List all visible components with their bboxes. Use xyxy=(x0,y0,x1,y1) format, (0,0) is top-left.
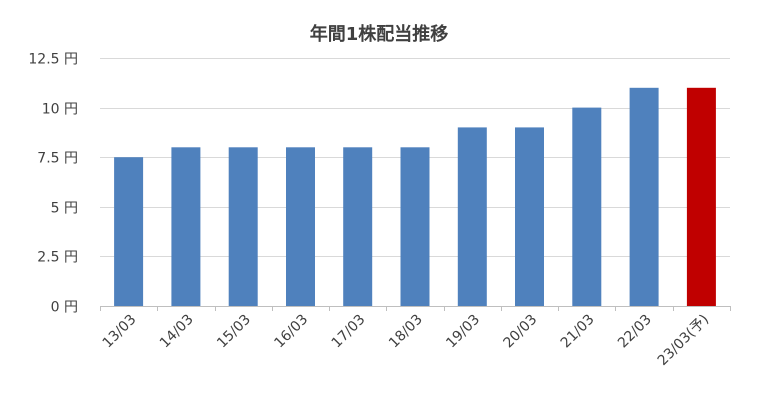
y-tick-label: 12.5 円 xyxy=(28,52,78,68)
bars xyxy=(114,87,716,307)
bar-19/03 xyxy=(457,127,487,307)
x-tick-label: 20/03 xyxy=(501,312,541,352)
y-axis-ticks: 0 円 2.5 円 5 円 7.5 円 10 円 12.5 円 xyxy=(28,52,78,316)
bar-16/03 xyxy=(286,147,315,306)
x-tick-label: 21/03 xyxy=(558,312,598,352)
chart-title: 年間1株配当推移 xyxy=(310,23,449,45)
bar-22/03 xyxy=(629,87,659,306)
bar-17/03 xyxy=(343,147,373,306)
bar-21/03 xyxy=(572,107,602,306)
x-tick-label: 17/03 xyxy=(329,312,369,352)
bar-20/03 xyxy=(515,127,544,307)
x-tick-label: 23/03(予) xyxy=(655,312,712,369)
x-tick-label: 14/03 xyxy=(157,312,197,352)
bar-13/03 xyxy=(114,157,144,306)
bar-15/03 xyxy=(228,147,258,306)
x-tick-label: 18/03 xyxy=(386,312,426,352)
x-axis-ticks: 13/03 14/03 15/03 16/03 17/03 18/03 19/03 20/03… xyxy=(100,312,713,369)
x-tick-label: 15/03 xyxy=(214,312,254,352)
bar-18/03 xyxy=(400,147,430,306)
y-tick-label: 2.5 円 xyxy=(37,250,78,266)
x-tick-label: 16/03 xyxy=(271,312,311,352)
bar-14/03 xyxy=(171,147,201,306)
y-tick-label: 10 円 xyxy=(42,102,78,118)
x-tick-label: 22/03 xyxy=(615,312,655,352)
y-tick-label: 5 円 xyxy=(51,201,78,217)
x-axis xyxy=(100,306,731,311)
y-tick-label: 0 円 xyxy=(51,300,78,316)
x-tick-label: 13/03 xyxy=(100,312,140,352)
bar-23/03(予) xyxy=(686,87,716,306)
x-tick-label: 19/03 xyxy=(443,312,483,352)
y-tick-label: 7.5 円 xyxy=(37,151,78,167)
